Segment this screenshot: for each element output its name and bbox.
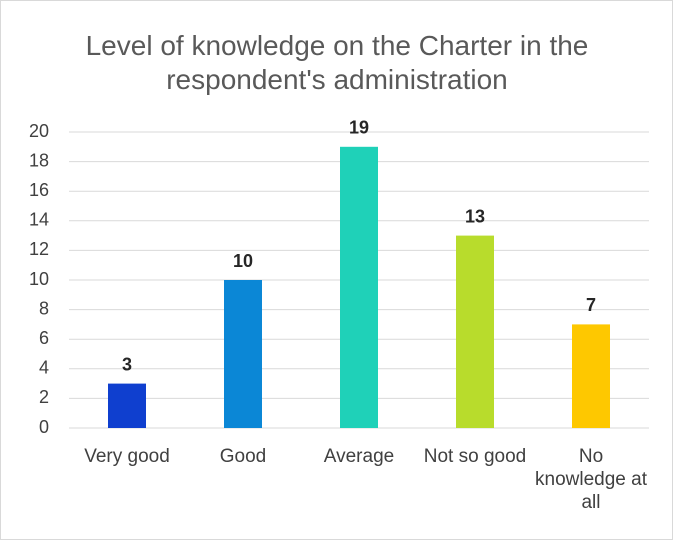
y-tick-label: 0 — [39, 417, 49, 437]
y-tick-label: 2 — [39, 387, 49, 407]
bar — [340, 146, 378, 429]
data-label: 7 — [586, 295, 596, 315]
x-tick-label: No knowledge at all — [535, 446, 647, 513]
data-label: 19 — [349, 118, 369, 138]
data-label: 10 — [233, 251, 253, 271]
x-tick-label: Not so good — [423, 446, 527, 467]
y-tick-label: 12 — [29, 239, 49, 259]
data-label: 13 — [465, 206, 485, 226]
bar — [108, 383, 146, 428]
x-tick-label: Good — [219, 446, 267, 467]
y-tick-label: 6 — [39, 328, 49, 348]
x-tick-label: Average — [323, 446, 395, 467]
y-tick-label: 16 — [29, 180, 49, 200]
bar — [456, 235, 494, 428]
y-tick-label: 10 — [29, 269, 49, 289]
bar — [224, 280, 262, 428]
data-label: 3 — [122, 354, 132, 374]
bar — [572, 324, 610, 428]
y-tick-label: 8 — [39, 298, 49, 318]
y-tick-label: 4 — [39, 358, 49, 378]
x-tick-label: Very good — [84, 446, 170, 467]
chart-title: Level of knowledge on the Charter in the… — [85, 30, 589, 95]
y-tick-label: 18 — [29, 150, 49, 170]
y-tick-label: 20 — [29, 121, 49, 141]
y-tick-label: 14 — [29, 210, 49, 230]
